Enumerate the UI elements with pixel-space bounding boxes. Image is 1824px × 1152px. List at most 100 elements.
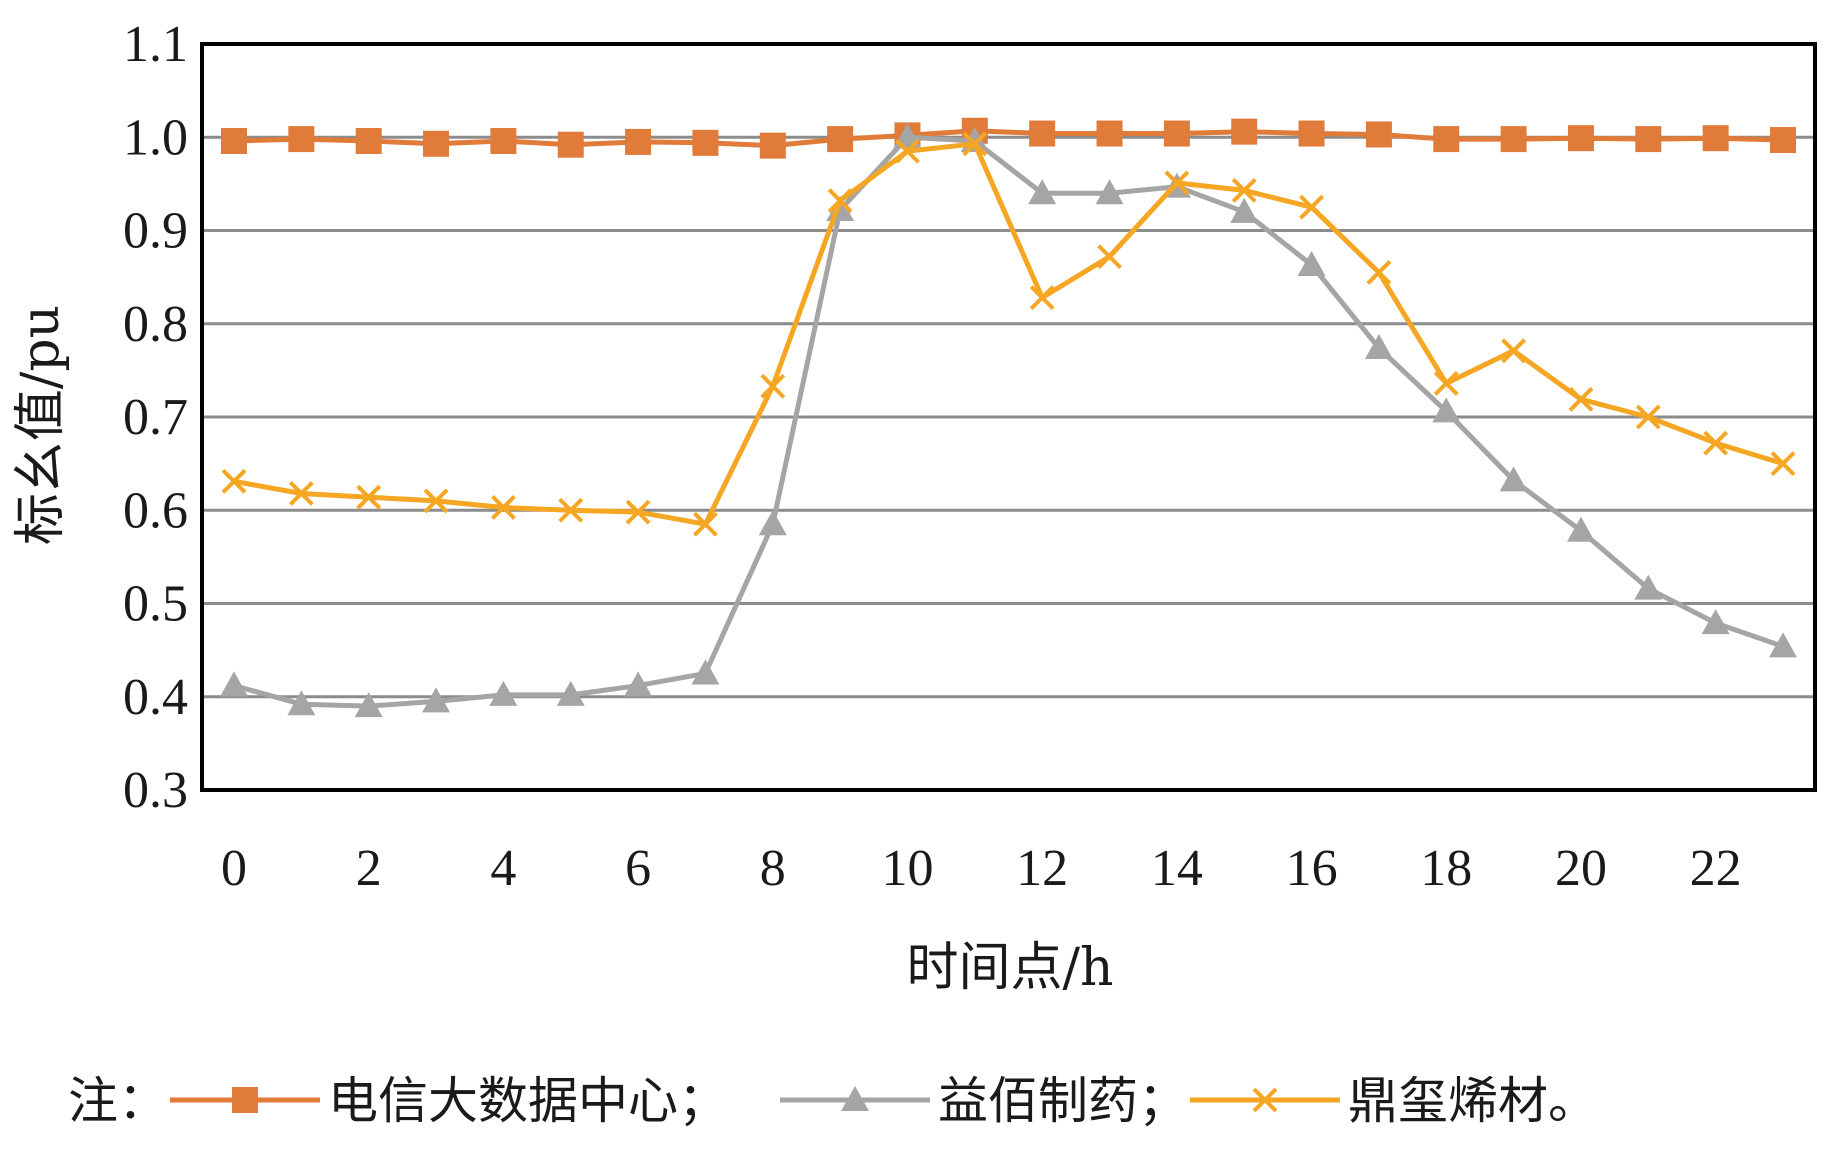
x-tick-label: 14 xyxy=(1151,840,1203,897)
legend-swatch-marker xyxy=(841,1086,869,1111)
series-group xyxy=(220,117,1797,718)
legend-label: 电信大数据中心； xyxy=(328,1072,728,1130)
data-point xyxy=(1029,285,1055,311)
x-marker-stroke xyxy=(1501,338,1527,364)
plot-area-frame xyxy=(200,42,1817,792)
x-tick-label: 8 xyxy=(760,840,786,897)
y-tick-label: 1.0 xyxy=(123,109,188,166)
data-point xyxy=(624,671,653,697)
data-point xyxy=(759,132,786,159)
data-point xyxy=(758,510,787,536)
data-point xyxy=(760,373,786,399)
legend-prefix: 注： xyxy=(68,1072,168,1130)
data-point xyxy=(962,131,988,157)
data-point xyxy=(287,690,316,716)
data-point xyxy=(1500,126,1527,153)
x-marker-stroke xyxy=(1568,386,1594,412)
data-point xyxy=(288,126,315,153)
data-point xyxy=(1433,126,1460,153)
x-marker-stroke xyxy=(423,488,449,514)
data-point xyxy=(556,680,585,706)
x-marker-stroke xyxy=(827,188,853,214)
x-axis-title: 时间点/h xyxy=(906,938,1113,998)
data-point xyxy=(827,188,853,214)
data-point xyxy=(288,481,314,506)
data-point xyxy=(355,127,382,154)
y-axis-ticks: 0.3 0.4 0.5 0.6 0.7 0.8 0.9 1.0 1.1 xyxy=(123,16,188,819)
data-point xyxy=(625,499,651,525)
legend-swatch-marker xyxy=(232,1087,258,1113)
x-marker-stroke xyxy=(625,499,651,525)
x-tick-label: 10 xyxy=(881,840,933,897)
data-point xyxy=(221,468,247,494)
data-point xyxy=(1634,574,1663,600)
data-point xyxy=(1028,179,1057,205)
data-point xyxy=(1701,609,1730,635)
legend: 注： 电信大数据中心； 益佰制药； 鼎玺烯材。 xyxy=(68,1072,1598,1130)
legend-item: 鼎玺烯材。 xyxy=(1190,1072,1598,1130)
series-line xyxy=(233,141,1784,527)
data-point xyxy=(1095,179,1124,205)
x-marker-stroke xyxy=(1231,177,1257,203)
x-tick-label: 2 xyxy=(356,840,382,897)
grid-lines xyxy=(202,135,1815,699)
data-point xyxy=(1568,386,1594,412)
data-point xyxy=(1770,127,1796,154)
data-point xyxy=(827,126,854,153)
x-marker-stroke xyxy=(1433,371,1459,396)
data-point xyxy=(895,138,920,164)
legend-label: 益佰制药； xyxy=(938,1072,1188,1130)
x-marker-stroke xyxy=(490,495,516,520)
data-point xyxy=(692,129,719,156)
data-point xyxy=(1163,120,1190,147)
x-marker-stroke xyxy=(1635,404,1661,430)
x-tick-label: 16 xyxy=(1286,840,1338,897)
x-marker-stroke xyxy=(558,497,584,523)
data-point xyxy=(1635,126,1662,153)
data-point xyxy=(356,484,382,510)
x-tick-label: 6 xyxy=(625,840,651,897)
data-point xyxy=(557,131,584,158)
data-point xyxy=(1703,430,1729,456)
data-point xyxy=(1096,120,1123,147)
x-marker-stroke xyxy=(895,138,920,164)
y-tick-label: 0.9 xyxy=(123,203,188,260)
data-point xyxy=(1635,404,1661,430)
data-point xyxy=(354,692,383,718)
data-point xyxy=(221,127,247,154)
data-point xyxy=(1364,333,1393,359)
y-axis-title: 标幺值/pu xyxy=(11,305,71,545)
x-marker-stroke xyxy=(760,373,786,399)
data-point xyxy=(1365,121,1392,148)
data-point xyxy=(1499,466,1528,492)
data-point xyxy=(1230,197,1259,223)
data-point xyxy=(625,128,652,155)
x-tick-label: 12 xyxy=(1016,840,1068,897)
x-marker-stroke xyxy=(1703,430,1729,456)
legend-swatch-marker xyxy=(1252,1087,1278,1113)
x-marker-stroke xyxy=(962,131,988,157)
x-marker-stroke xyxy=(1770,451,1796,477)
data-point xyxy=(691,659,720,685)
data-point xyxy=(1366,260,1392,285)
data-point xyxy=(1433,371,1459,396)
x-marker-stroke xyxy=(1252,1087,1278,1113)
x-marker-stroke xyxy=(356,484,382,510)
x-tick-label: 0 xyxy=(221,840,247,897)
data-point xyxy=(1231,118,1258,145)
data-point xyxy=(1770,451,1796,477)
series-2 xyxy=(220,123,1797,718)
y-tick-label: 0.5 xyxy=(123,576,188,633)
data-point xyxy=(489,680,518,706)
x-marker-stroke xyxy=(1097,244,1122,270)
data-point xyxy=(220,671,248,697)
data-point xyxy=(1702,125,1729,152)
y-tick-label: 0.6 xyxy=(123,482,188,539)
data-point xyxy=(422,687,451,713)
data-point xyxy=(1299,194,1324,220)
data-point xyxy=(1432,397,1461,423)
y-tick-label: 1.1 xyxy=(123,16,188,73)
y-tick-label: 0.8 xyxy=(123,296,188,353)
data-point xyxy=(1566,516,1595,542)
